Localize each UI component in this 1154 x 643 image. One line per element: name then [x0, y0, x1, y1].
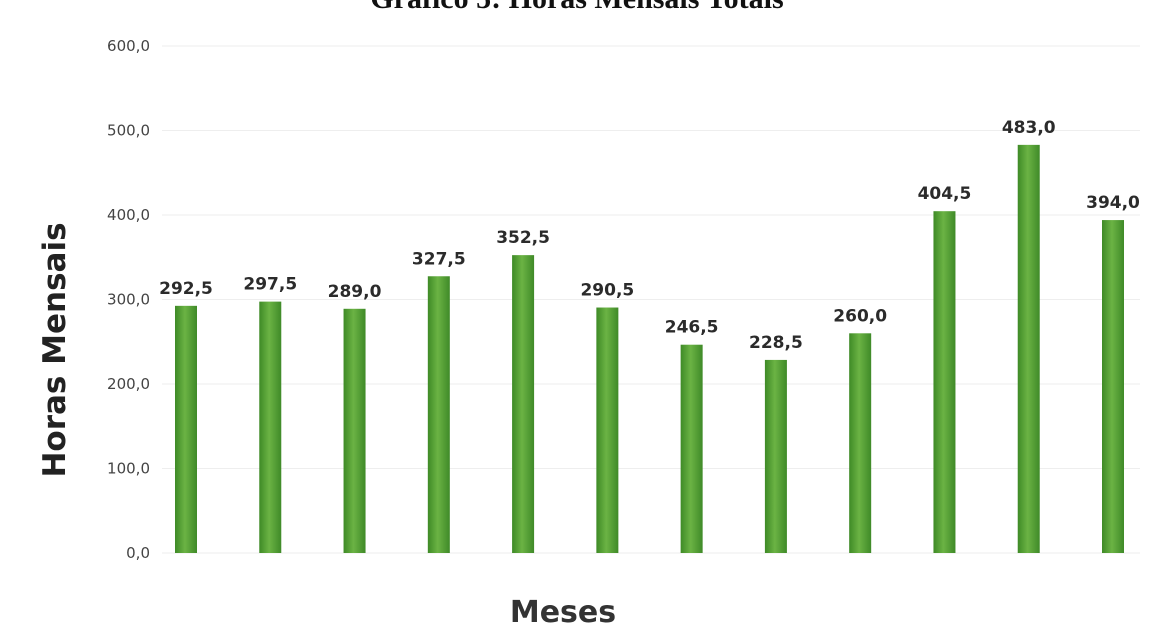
y-axis-ticks: 0,0 100,0 200,0 300,0 400,0 500,0 600,0 [107, 37, 150, 562]
bar-value-label: 483,0 [1002, 118, 1056, 138]
bar [764, 359, 787, 553]
bar-value-label: 260,0 [833, 306, 887, 326]
bar-value-label: 246,5 [665, 318, 719, 338]
bar [512, 255, 535, 553]
bars [175, 144, 1124, 554]
bar-value-label: 289,0 [328, 282, 382, 302]
bar [259, 301, 282, 553]
gridlines [162, 45, 1140, 554]
bar-value-label: 352,5 [496, 228, 550, 248]
y-tick-label: 500,0 [107, 122, 150, 140]
x-axis-title: Meses [510, 595, 616, 630]
y-tick-label: 100,0 [107, 460, 150, 478]
bar [343, 308, 366, 553]
bar [427, 276, 450, 553]
data-labels: 292,5 297,5 289,0 327,5 352,5 290,5 246,5 228,5… [159, 118, 1140, 353]
bar-value-label: 228,5 [749, 333, 803, 353]
bar [680, 344, 703, 553]
y-tick-label: 600,0 [107, 37, 150, 55]
bar-value-label: 327,5 [412, 249, 466, 269]
bar-value-label: 394,0 [1086, 193, 1140, 213]
bar-value-label: 404,5 [918, 184, 972, 204]
bar [849, 333, 872, 553]
bar-value-label: 292,5 [159, 279, 213, 299]
y-tick-label: 300,0 [107, 291, 150, 309]
bar [175, 305, 197, 553]
bar [933, 211, 956, 553]
y-tick-label: 400,0 [107, 206, 150, 224]
bar [596, 307, 619, 553]
chart-title: Gráfico 5: Horas Mensais Totais [370, 0, 783, 15]
y-tick-label: 200,0 [107, 375, 150, 393]
bar [1102, 220, 1124, 553]
y-tick-label: 0,0 [126, 544, 150, 562]
y-axis-title: Horas Mensais [37, 222, 73, 477]
bar [1017, 144, 1040, 554]
bar-value-label: 297,5 [243, 275, 297, 295]
bar-value-label: 290,5 [580, 281, 634, 301]
